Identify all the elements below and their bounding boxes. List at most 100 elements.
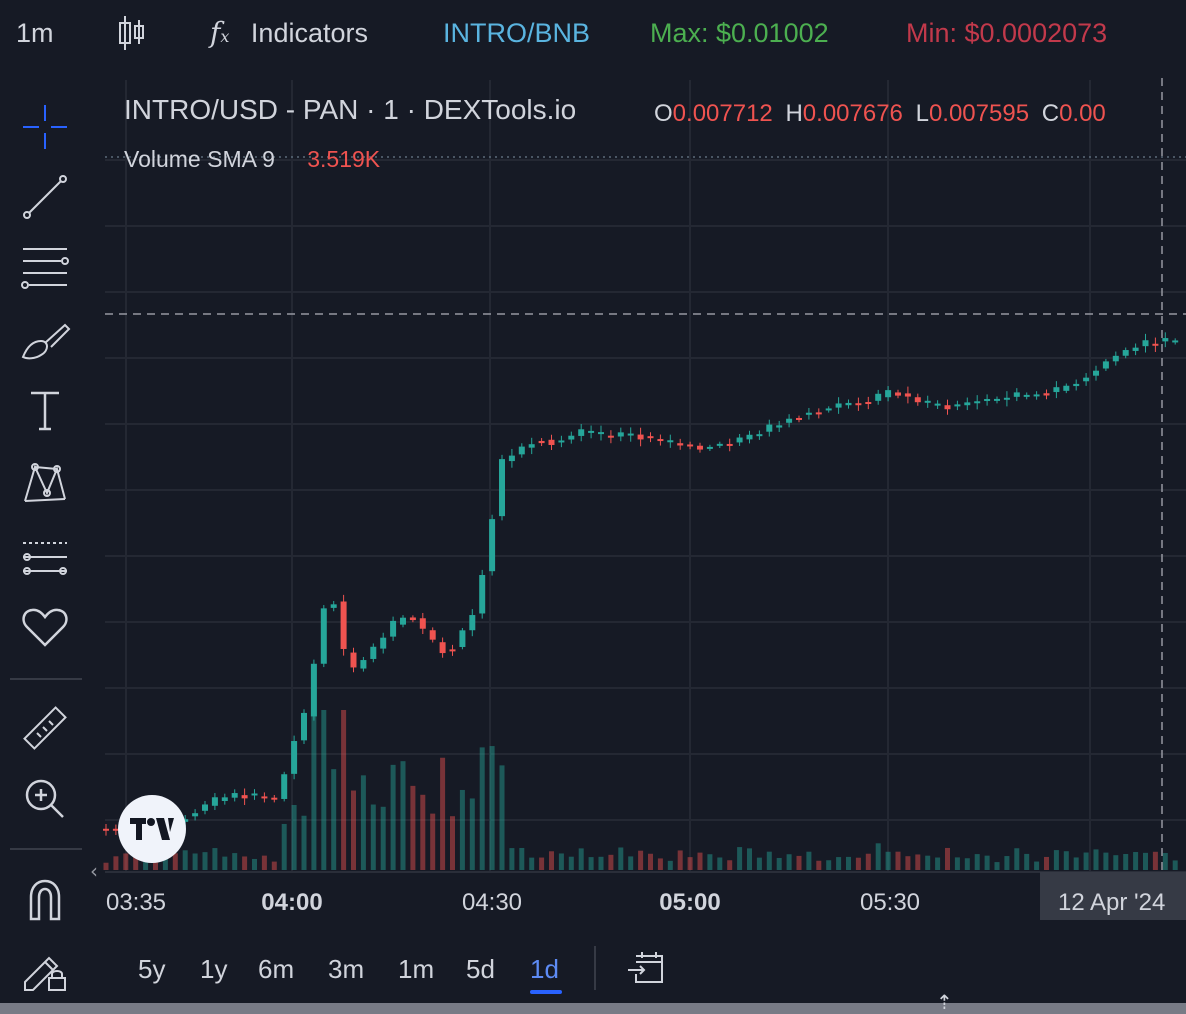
date-badge-label: 12 Apr '24 <box>1058 889 1165 916</box>
candle <box>370 646 377 659</box>
range-5y[interactable]: 5y <box>138 954 166 984</box>
candle <box>202 804 208 811</box>
candle <box>528 444 535 448</box>
volume-bar <box>945 847 950 870</box>
candle <box>310 663 317 717</box>
candle <box>786 418 793 423</box>
zoom-in-icon[interactable] <box>14 770 76 828</box>
ruler-icon[interactable] <box>14 700 76 758</box>
candle <box>805 412 812 415</box>
candle <box>885 390 892 398</box>
crosshair-tool-icon[interactable] <box>14 98 76 156</box>
candle <box>291 741 298 774</box>
range-3m[interactable]: 3m <box>328 954 365 984</box>
goto-date-icon[interactable] <box>626 950 666 991</box>
volume-bar <box>113 856 119 870</box>
volume-bar <box>667 860 673 870</box>
candle <box>657 439 664 442</box>
volume-bar <box>549 851 554 870</box>
volume-bar <box>489 746 495 870</box>
candle <box>598 432 604 435</box>
candle <box>429 630 436 640</box>
volume-bar <box>351 790 356 870</box>
candle <box>1023 394 1030 397</box>
candle <box>716 443 723 446</box>
candle <box>904 393 911 397</box>
candle-type-icon[interactable] <box>116 14 148 60</box>
candle <box>548 439 555 445</box>
candle <box>231 793 238 798</box>
candle <box>736 437 743 443</box>
volume-bar <box>568 856 574 870</box>
scroll-up-icon[interactable]: ⇡ <box>936 990 953 1014</box>
candle <box>677 443 684 446</box>
volume-bar <box>133 855 139 870</box>
volume-bar <box>370 804 376 870</box>
trend-line-icon[interactable] <box>14 168 76 226</box>
volume-bar <box>846 856 851 870</box>
volume-bar <box>479 747 485 870</box>
magnet-icon[interactable] <box>14 870 76 928</box>
range-6m[interactable]: 6m <box>258 954 295 984</box>
volume-bar <box>539 857 545 870</box>
candle <box>103 828 109 831</box>
max-price-label: Max: $0.01002 <box>650 18 829 48</box>
toolbar-divider <box>10 678 82 680</box>
favorites-heart-icon[interactable] <box>14 598 76 656</box>
candle <box>1152 343 1159 346</box>
volume-bar <box>1053 850 1059 870</box>
tradingview-logo[interactable] <box>118 795 186 863</box>
interval-button[interactable]: 1m <box>16 18 54 48</box>
volume-bar <box>499 765 505 870</box>
volume-bar <box>905 856 911 870</box>
ohlc-o-value: 0.007712 <box>672 100 773 127</box>
volume-bar <box>657 858 663 870</box>
candle <box>400 617 406 625</box>
volume-bar <box>1123 853 1129 870</box>
candle <box>588 430 595 433</box>
candle <box>914 397 921 403</box>
candle <box>895 392 901 396</box>
forecast-tool-icon[interactable] <box>14 528 76 586</box>
lock-drawings-icon[interactable] <box>14 940 76 998</box>
candle <box>380 637 387 649</box>
pattern-tool-icon[interactable] <box>14 454 76 512</box>
volume-bar <box>628 856 634 870</box>
active-range-underline <box>530 990 562 994</box>
range-1d[interactable]: 1d <box>530 954 559 984</box>
candle <box>1122 350 1129 356</box>
candle <box>637 434 644 440</box>
candle <box>1142 340 1149 347</box>
range-5d[interactable]: 5d <box>466 954 495 984</box>
ohlc-c-label: C <box>1041 100 1060 127</box>
volume-bar <box>608 854 614 870</box>
volume-bar <box>925 855 931 870</box>
brush-icon[interactable] <box>14 312 76 370</box>
volume-bar <box>281 823 287 870</box>
candle <box>489 519 496 572</box>
volume-bar <box>786 854 792 870</box>
volume-bar <box>836 857 842 870</box>
candle <box>241 795 248 799</box>
text-tool-icon[interactable] <box>14 382 76 440</box>
time-tick-label: 04:00 <box>261 889 322 916</box>
candle <box>865 402 872 405</box>
range-1m[interactable]: 1m <box>398 954 435 984</box>
candle <box>1033 394 1040 397</box>
indicators-button[interactable]: fx Indicators <box>210 16 368 54</box>
scroll-strip[interactable] <box>0 1003 1186 1014</box>
volume-bar <box>865 853 871 870</box>
volume-bar <box>875 843 881 870</box>
candle <box>330 604 337 608</box>
volume-value: 3.519K <box>307 146 381 172</box>
candle <box>1162 338 1169 342</box>
pair-label[interactable]: INTRO/BNB <box>443 18 591 48</box>
range-1y[interactable]: 1y <box>200 954 228 984</box>
volume-bar <box>321 710 327 870</box>
ohlc-l-value: 0.007595 <box>928 100 1030 127</box>
horizontal-lines-icon[interactable] <box>14 238 76 296</box>
candles <box>103 332 1179 838</box>
volume-bar <box>935 857 941 870</box>
volume-bar <box>717 857 723 870</box>
